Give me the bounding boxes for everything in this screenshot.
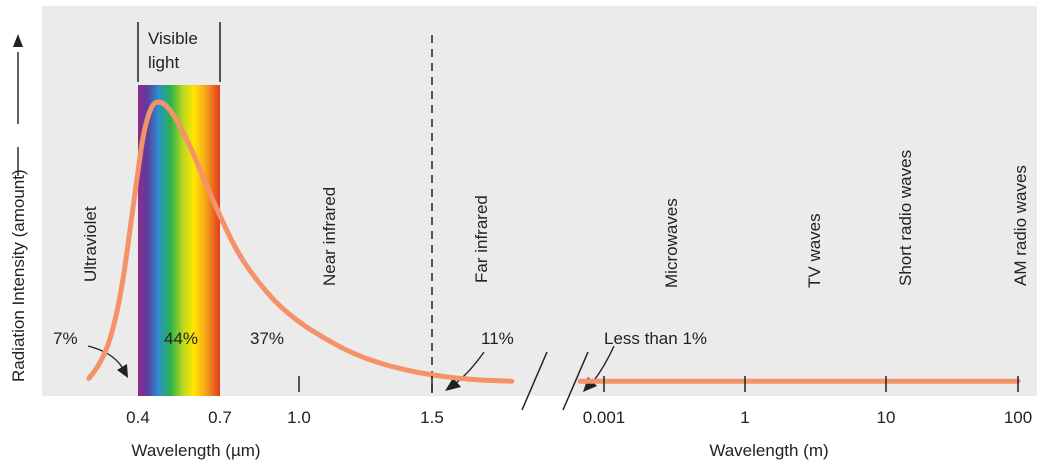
x-axis-label-meters: Wavelength (m) [709,441,828,460]
tick-label-100: 100 [1004,408,1032,427]
y-axis-arrowhead [13,34,23,47]
axis-break-right [562,351,589,411]
region-far-infrared: Far infrared [472,195,491,283]
tick-label-1: 1 [740,408,749,427]
visible-spectrum-band [138,85,220,396]
arrow-7pct [87,345,123,368]
tick-label-1.0: 1.0 [287,408,311,427]
tick-label-1.5: 1.5 [420,408,444,427]
region-near-infrared: Near infrared [320,187,339,286]
region-tv-waves: TV waves [805,213,824,288]
arrow-11pct [455,351,485,384]
visible-label-line2: light [148,53,179,72]
tick-marks [298,376,1019,392]
radiation-curve [86,99,515,384]
region-short-radio-waves: Short radio waves [896,150,915,286]
pct-far-infrared: 11% [481,329,514,348]
pct-ultraviolet: 7% [53,329,78,348]
pct-radio: Less than 1% [604,329,707,348]
region-ultraviolet: Ultraviolet [81,206,100,282]
tick-label-0.4: 0.4 [126,408,150,427]
axis-break-left [521,351,548,411]
tick-label-10: 10 [877,408,896,427]
region-microwaves: Microwaves [662,198,681,288]
arrowhead-7pct [117,364,128,378]
region-am-radio-waves: AM radio waves [1011,165,1030,286]
arrowhead-11pct [445,378,461,391]
y-axis-label: Radiation Intensity (amount) [9,169,28,382]
tick-label-0.7: 0.7 [208,408,232,427]
tick-label-0.001: 0.001 [583,408,626,427]
pct-near-infrared: 37% [250,329,284,348]
visible-label-line1: Visible [148,29,198,48]
arrowhead-less-than-1pct [583,377,597,392]
pct-visible: 44% [164,329,198,348]
x-axis-label-micrometers: Wavelength (µm) [131,441,260,460]
